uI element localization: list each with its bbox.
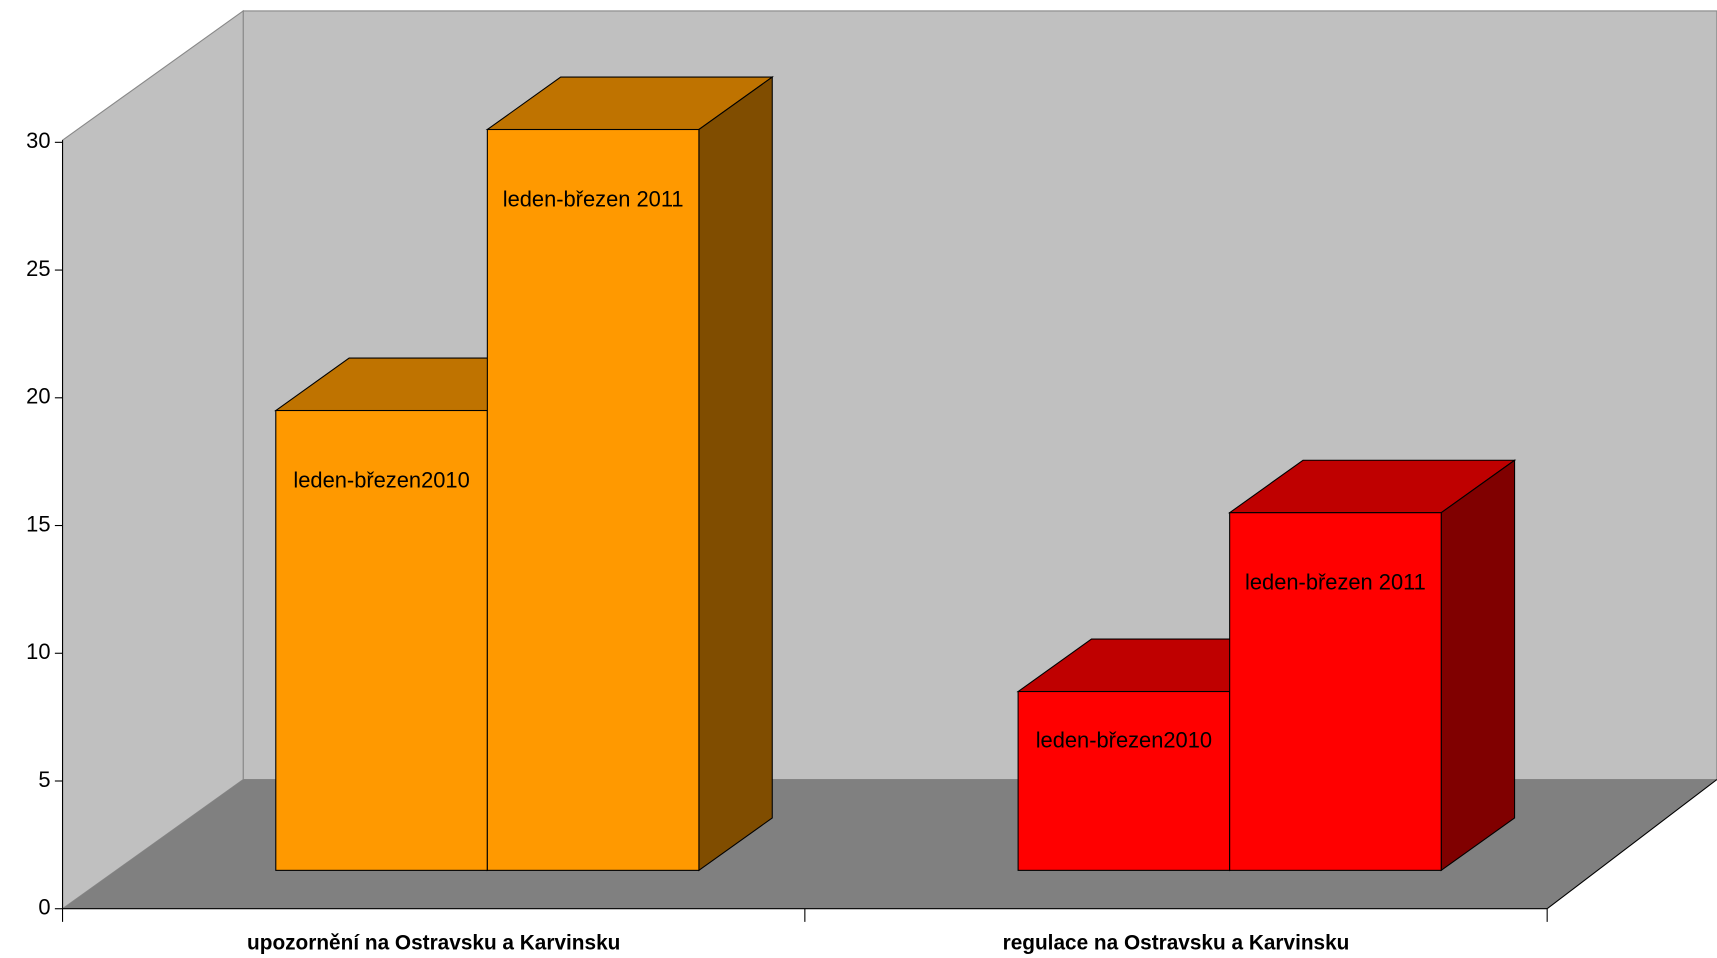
side-wall [61,9,244,910]
bar [486,128,700,871]
bar-label: leden-březen2010 [293,467,469,492]
x-tick-label: upozornění na Ostravsku a Karvinsku [247,931,620,954]
y-tick-label: 10 [26,639,50,664]
x-tick-label: regulace na Ostravsku a Karvinsku [1003,931,1350,954]
y-tick-label: 25 [26,256,50,281]
y-tick-label: 5 [38,767,50,792]
bar [1229,512,1442,871]
bar-side [1440,459,1516,872]
bar-label: leden-březen 2011 [503,186,684,211]
y-tick-label: 15 [26,511,50,536]
bar-label: leden-březen 2011 [1245,570,1426,595]
bar [1017,690,1231,871]
floor-edge [1546,779,1717,910]
bar [275,409,488,871]
y-tick-label: 0 [38,895,50,920]
y-tick-label: 30 [26,128,50,153]
bar-label: leden-březen2010 [1036,727,1212,752]
y-tick-label: 20 [26,384,50,409]
bar-side [698,75,773,872]
